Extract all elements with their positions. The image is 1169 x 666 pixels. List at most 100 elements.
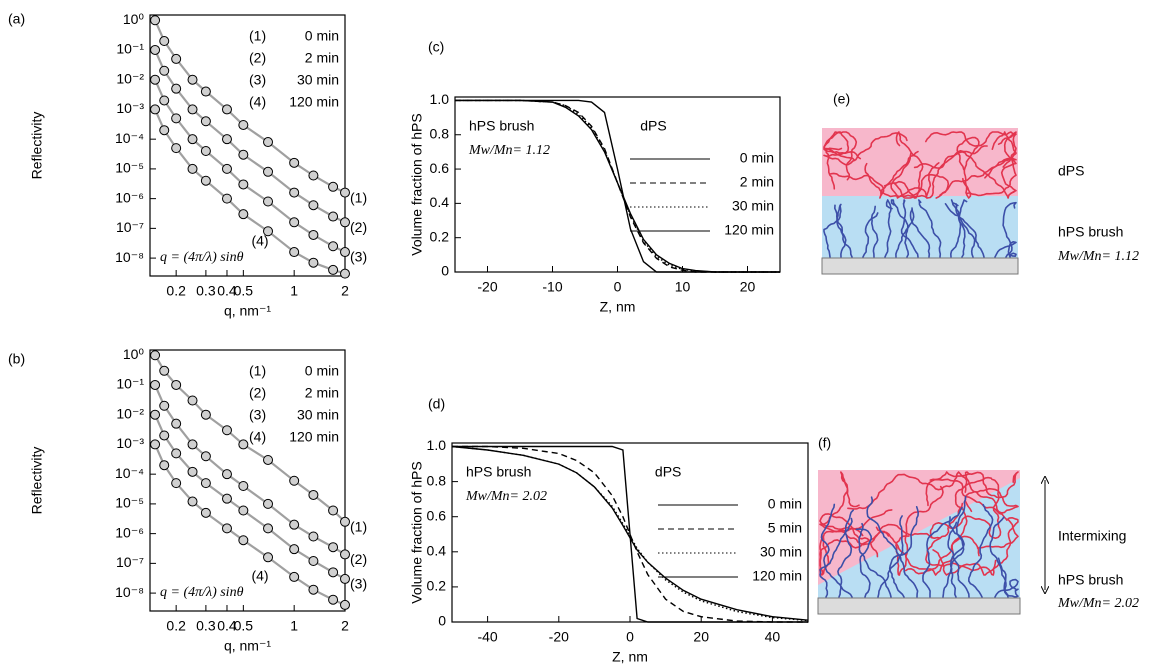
data-point — [238, 179, 249, 190]
chart-panel: (c) -20 -10 0 10 20 0 0.2 0.4 0.6 0.8 1.0 Z, nm Volum… — [409, 39, 781, 315]
legend-label: 30 min — [760, 544, 802, 560]
polymer-chain — [830, 150, 919, 199]
y-tick-label: 10⁻³ — [116, 435, 144, 451]
data-point — [171, 418, 182, 429]
polymer-chain — [942, 495, 967, 598]
polymer-chain — [884, 199, 893, 258]
y-tick-label: 0.6 — [427, 507, 447, 523]
y-tick-label: 10⁻² — [116, 405, 144, 421]
profile-line — [452, 445, 808, 623]
y-tick-label: 10⁻⁸ — [115, 249, 144, 265]
polymer-chain — [888, 506, 919, 598]
polymer-chain — [929, 478, 1002, 539]
legend-index: (4) — [249, 429, 266, 445]
data-point — [171, 379, 182, 390]
x-tick-label: 1 — [290, 618, 298, 634]
x-tick-label: 0.2 — [166, 283, 186, 299]
y-tick-label: 0.8 — [430, 125, 450, 141]
plot-frame — [149, 349, 346, 612]
data-point — [150, 74, 161, 85]
data-point — [308, 489, 319, 500]
data-point — [150, 15, 161, 26]
data-point — [171, 478, 182, 489]
data-point — [221, 104, 232, 115]
data-point — [289, 217, 300, 228]
y-tick-label: 0 — [441, 263, 449, 279]
y-tick-label: 0.6 — [430, 160, 450, 176]
polymer-chain — [925, 471, 1019, 507]
data-point — [263, 523, 274, 534]
data-point — [159, 460, 170, 471]
y-tick-label: 0.2 — [427, 578, 447, 594]
panel-label: (c) — [428, 39, 444, 55]
panel-label: (a) — [8, 11, 25, 27]
data-point — [328, 542, 339, 553]
polymer-chain — [890, 199, 910, 258]
data-point — [238, 535, 249, 546]
legend-label: 2 min — [305, 50, 339, 66]
data-point — [308, 556, 319, 567]
data-point — [187, 134, 198, 145]
y-tick-label: 10⁻² — [116, 70, 144, 86]
polymer-chain — [932, 517, 1019, 576]
y-tick-label: 0.8 — [427, 472, 447, 488]
data-point — [340, 268, 350, 279]
layer-label: dPS — [1058, 163, 1084, 179]
y-tick-label: 0.4 — [427, 543, 447, 559]
data-point — [200, 116, 211, 127]
x-tick-label: -20 — [477, 279, 497, 295]
formula: q = (4π/λ) sinθ — [160, 585, 244, 600]
legend-index: (2) — [249, 385, 266, 401]
fit-line — [154, 443, 346, 606]
diagram-e: (e) dPS hPS brush Mw/Mn= 1.12 — [821, 91, 1139, 275]
data-point — [289, 157, 300, 168]
data-point — [187, 466, 198, 477]
data-point — [221, 493, 232, 504]
chart-panel: (d) -40 -20 0 20 40 0 0.2 0.4 0.6 0.8 1.0 Z, nm Volum… — [409, 396, 809, 665]
y-axis-title: Volume fraction of hPS — [409, 461, 425, 603]
data-point — [308, 531, 319, 542]
x-tick-label: 0 — [614, 279, 622, 295]
y-axis-title: Volume fraction of hPS — [409, 113, 425, 255]
polymer-chain — [837, 509, 854, 598]
data-point — [159, 95, 170, 106]
polymer-chain — [958, 199, 968, 258]
profile-line — [451, 445, 809, 621]
substrate — [817, 597, 1021, 615]
polymer-chain — [968, 503, 994, 598]
y-tick-label: 10⁻⁷ — [116, 554, 144, 570]
y-tick-label: 0.4 — [430, 194, 450, 210]
polymer-chain — [834, 204, 853, 258]
legend-label: 0 min — [740, 150, 774, 166]
polymer-chain — [819, 509, 893, 558]
polymer-chain — [909, 209, 931, 258]
data-point — [328, 264, 339, 275]
x-tick-label: 2 — [341, 283, 349, 299]
layer-label: hPS brush — [1058, 572, 1123, 588]
legend-label: 0 min — [768, 496, 802, 512]
polymer-chain — [925, 131, 1017, 147]
data-point — [238, 505, 249, 516]
legend-label: 30 min — [297, 72, 339, 88]
data-point — [187, 439, 198, 450]
data-point — [200, 86, 211, 97]
x-tick-label: -40 — [477, 629, 497, 645]
curve-label: (3) — [350, 576, 367, 592]
x-tick-label: 1 — [290, 283, 298, 299]
data-point — [200, 409, 211, 420]
x-tick-label: 0.3 — [196, 618, 216, 634]
polymer-chain — [929, 478, 1019, 549]
data-point — [263, 226, 274, 237]
x-tick-label: 20 — [740, 279, 756, 295]
data-point — [328, 567, 339, 578]
x-tick-label: 0.4 — [217, 283, 237, 299]
data-point — [340, 187, 350, 198]
data-point — [171, 113, 182, 124]
polymer-chain — [823, 131, 862, 160]
data-point — [289, 571, 300, 582]
data-point — [187, 163, 198, 174]
legend-label: 0 min — [305, 363, 339, 379]
curve-label: (1) — [350, 189, 367, 205]
data-point — [150, 409, 161, 420]
substrate — [821, 257, 1019, 275]
